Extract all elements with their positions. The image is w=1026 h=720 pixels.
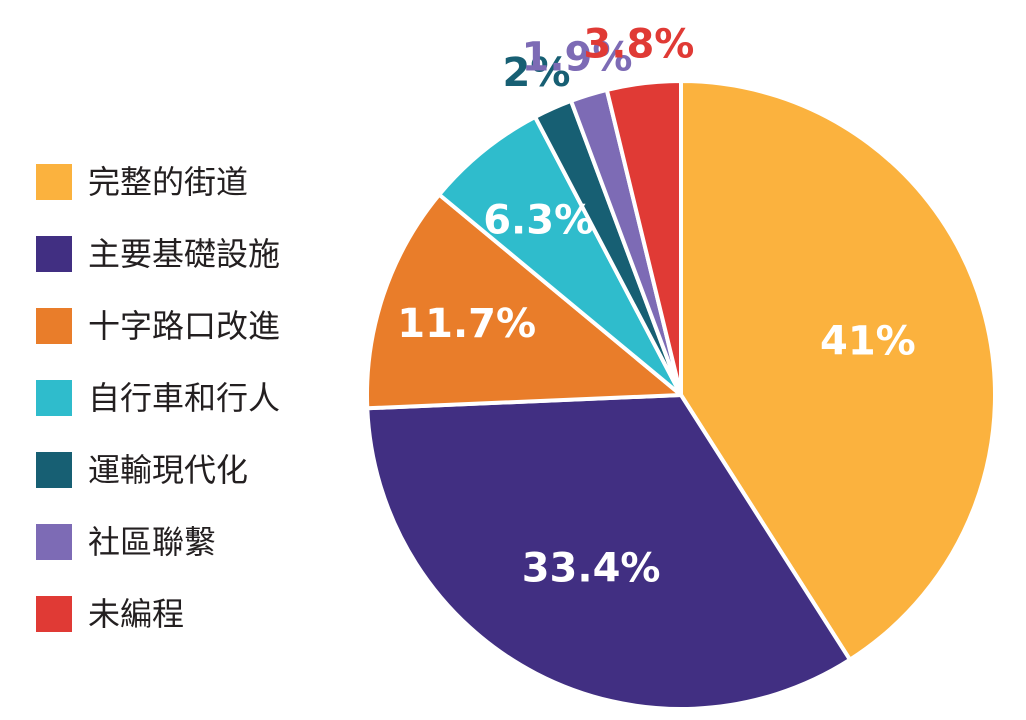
legend-item: 未編程 bbox=[36, 578, 336, 650]
legend-swatch bbox=[36, 452, 72, 488]
data-label: 6.3% bbox=[483, 197, 594, 243]
legend-swatch bbox=[36, 524, 72, 560]
legend-item: 完整的街道 bbox=[36, 146, 336, 218]
legend: 完整的街道主要基礎設施 十字路口改進 自行車和行人 運輸現代化社區聯繫未編程 bbox=[36, 146, 336, 650]
legend-item: 自行車和行人 bbox=[36, 362, 336, 434]
pie-slice bbox=[365, 393, 852, 711]
data-label: 11.7% bbox=[397, 301, 536, 347]
legend-label: 未編程 bbox=[88, 595, 185, 633]
legend-label: 十字路口改進 bbox=[88, 307, 281, 345]
data-label: 1.9% bbox=[522, 35, 633, 81]
legend-swatch bbox=[36, 596, 72, 632]
legend-item: 運輸現代化 bbox=[36, 434, 336, 506]
legend-swatch bbox=[36, 380, 72, 416]
legend-label: 運輸現代化 bbox=[88, 451, 249, 489]
legend-swatch bbox=[36, 308, 72, 344]
legend-label: 自行車和行人 bbox=[88, 379, 281, 417]
pie-slice bbox=[365, 192, 683, 411]
legend-item: 社區聯繫 bbox=[36, 506, 336, 578]
data-label: 33.4% bbox=[522, 546, 661, 592]
legend-item: 十字路口改進 bbox=[36, 290, 336, 362]
data-label: 3.8% bbox=[583, 22, 694, 68]
pie-slice bbox=[604, 79, 683, 397]
legend-item: 主要基礎設施 bbox=[36, 218, 336, 290]
legend-swatch bbox=[36, 236, 72, 272]
data-label: 41% bbox=[820, 318, 916, 364]
data-label: 2% bbox=[503, 50, 571, 96]
legend-label: 社區聯繫 bbox=[88, 523, 217, 561]
legend-label: 主要基礎設施 bbox=[88, 235, 281, 273]
legend-swatch bbox=[36, 164, 72, 200]
legend-label: 完整的街道 bbox=[88, 163, 249, 201]
pie-slice bbox=[437, 114, 683, 397]
